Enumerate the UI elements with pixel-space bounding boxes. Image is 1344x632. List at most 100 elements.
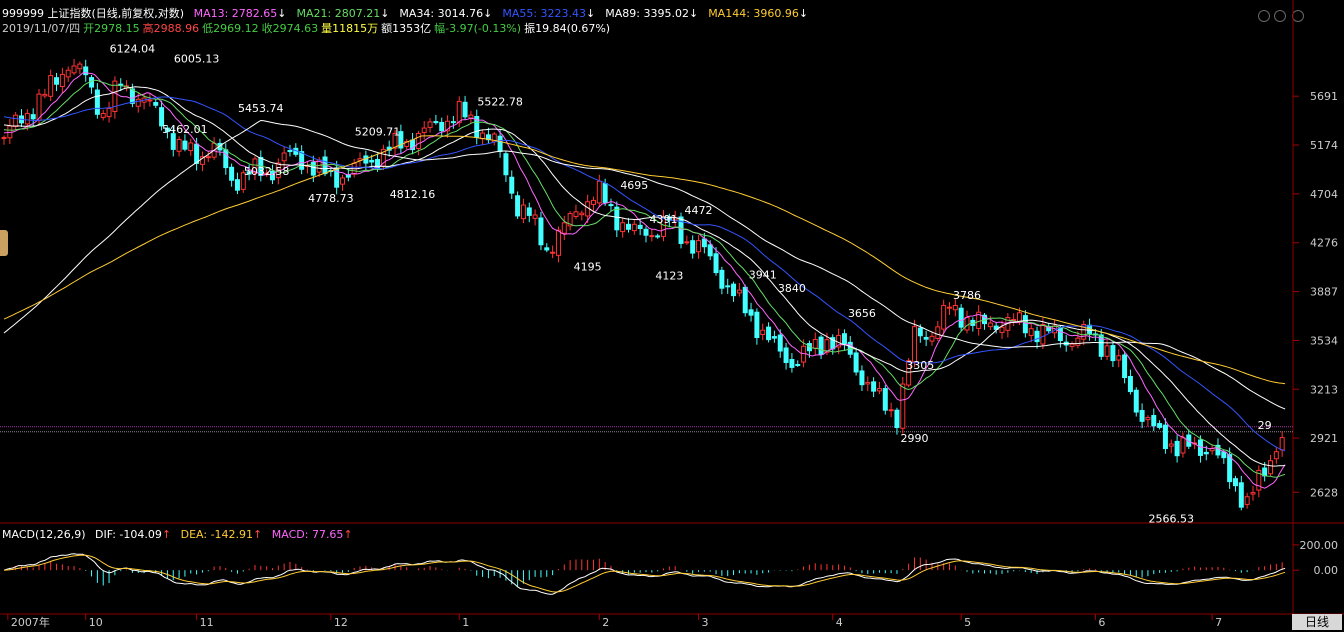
quote-field: 高2988.96 <box>142 22 200 35</box>
price-annotation: 4778.73 <box>308 192 354 205</box>
ma-legend-item: MA144: 3960.96 <box>708 7 799 20</box>
candle-body <box>135 98 141 107</box>
candle-body <box>1180 437 1186 454</box>
candle-body <box>987 322 993 328</box>
collapse-handle[interactable] <box>0 230 8 256</box>
candle-body <box>684 241 690 244</box>
candle-body <box>550 251 556 254</box>
candle-body <box>369 159 375 163</box>
down-arrow-icon: ↓ <box>277 7 287 20</box>
candle-body <box>246 171 252 175</box>
candle-body <box>515 195 521 217</box>
candle-body <box>1127 376 1133 393</box>
period-tab-daily[interactable]: 日线 <box>1292 614 1342 630</box>
candle-body <box>853 352 859 373</box>
ma-legend-item: MA55: 3223.43 <box>502 7 587 20</box>
candle-body <box>1040 324 1046 345</box>
ma-legend-item: MA34: 3014.76 <box>399 7 484 20</box>
candle-body <box>118 83 124 86</box>
candle-body <box>100 113 106 118</box>
x-tick-label: 2007年 <box>11 615 50 629</box>
price-annotation: 4812.16 <box>390 188 436 201</box>
candle-body <box>1022 315 1028 334</box>
candle-body <box>1168 443 1174 447</box>
candle-body <box>748 309 754 316</box>
down-arrow-icon: ↓ <box>798 7 809 20</box>
y-tick-label: 3887 <box>1310 286 1338 299</box>
candle-body <box>1162 424 1168 450</box>
candle-body <box>421 127 427 134</box>
ma-line-ma89 <box>3 119 1286 410</box>
price-annotation: 3305 <box>906 359 934 372</box>
price-annotation: 4472 <box>685 204 713 217</box>
down-arrow-icon: ↓ <box>380 7 390 20</box>
price-annotation: 4195 <box>574 261 602 274</box>
x-tick-label: 3 <box>702 616 709 629</box>
candle-body <box>30 114 36 120</box>
price-annotation: 4391 <box>650 213 678 226</box>
down-arrow-icon: ↓ <box>586 7 596 20</box>
candle-body <box>199 156 205 165</box>
candle-body <box>1256 469 1262 491</box>
candle-body <box>655 235 661 238</box>
x-tick-label: 11 <box>200 616 214 629</box>
candle-body <box>742 286 748 314</box>
candle-body <box>1028 328 1034 336</box>
macd-tick-label: 0.00 <box>1314 564 1339 577</box>
candle-body <box>234 179 240 191</box>
candle-body <box>474 115 480 138</box>
price-annotation: 2990 <box>900 432 928 445</box>
candle-body <box>182 140 188 150</box>
candle-body <box>976 311 982 329</box>
dea-arrow-icon: ↑ <box>253 528 263 541</box>
quote-field: 量11815万 <box>321 22 379 35</box>
candle-body <box>404 140 410 147</box>
candle-body <box>1273 451 1279 460</box>
candle-body <box>941 304 947 330</box>
candle-body <box>223 149 229 169</box>
price-annotation: 5453.74 <box>238 102 284 115</box>
candle-body <box>625 223 631 230</box>
price-annotation: 6124.04 <box>110 43 156 56</box>
candle-body <box>24 112 30 125</box>
price-annotation: 29 <box>1258 419 1272 432</box>
settings-icon[interactable] <box>1258 10 1270 22</box>
candle-body <box>999 326 1005 333</box>
candle-body <box>579 212 585 216</box>
quote-field: 额1353亿 <box>381 22 432 35</box>
candle-body <box>766 326 772 341</box>
candle-body <box>194 143 200 164</box>
price-annotation: 3656 <box>848 307 876 320</box>
candle-body <box>754 311 760 339</box>
candle-body <box>771 336 777 339</box>
candle-body <box>876 388 882 392</box>
candle-body <box>1203 451 1209 455</box>
macd-dea: DEA: -142.91 <box>180 528 254 541</box>
candle-body <box>1250 492 1256 495</box>
candle-body <box>427 121 433 128</box>
candle-body <box>176 138 182 152</box>
price-annotation: 3840 <box>778 282 806 295</box>
candle-body <box>229 166 235 181</box>
candle-body <box>637 224 643 229</box>
candle-body <box>719 269 725 289</box>
price-annotation: 4123 <box>655 269 683 282</box>
candle-body <box>818 336 824 355</box>
macd-dif: DIF: -104.09 <box>95 528 162 541</box>
candle-body <box>1110 345 1116 362</box>
candle-body <box>590 199 596 205</box>
quote-field: 振19.84(0.67%) <box>524 22 611 35</box>
candle-body <box>1186 434 1192 447</box>
candle-body <box>696 240 702 253</box>
candle-body <box>731 283 737 297</box>
candle-body <box>164 127 170 133</box>
candle-body <box>911 326 917 363</box>
zoom-icon[interactable] <box>1274 10 1286 22</box>
candle-body <box>1232 478 1238 487</box>
candle-body <box>456 100 462 124</box>
down-arrow-icon: ↓ <box>688 7 699 20</box>
candle-body <box>690 240 696 254</box>
ma-legend: 999999 上证指数(日线,前复权,对数) MA13: 2782.65↓ MA2… <box>2 5 824 21</box>
x-tick-label: 2 <box>602 616 609 629</box>
